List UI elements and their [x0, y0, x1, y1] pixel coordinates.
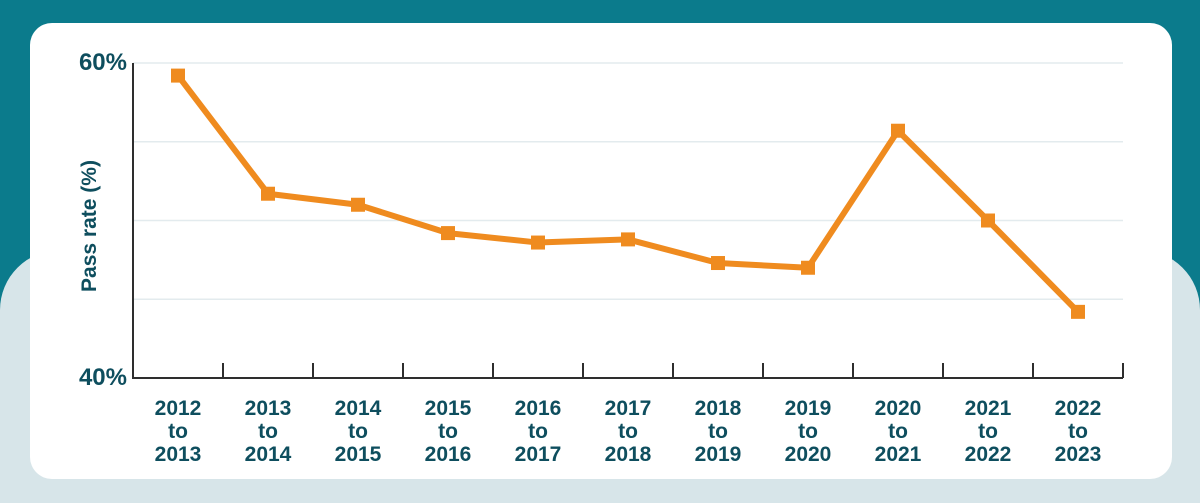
x-axis-label: 2013 to 2014: [244, 397, 292, 466]
x-axis-label: 2020 to 2021: [874, 397, 922, 466]
x-axis-label: 2022 to 2023: [1054, 397, 1102, 466]
x-axis-label: 2012 to 2013: [154, 397, 202, 466]
x-axis-labels: 2012 to 2013 2013 to 2014 2014 to 2015 2015 to 2016…: [30, 397, 1172, 472]
y-axis-title: Pass rate (%): [78, 160, 101, 292]
x-axis-label: 2017 to 2018: [604, 397, 652, 466]
x-axis-label: 2014 to 2015: [334, 397, 382, 466]
x-axis-label: 2018 to 2019: [694, 397, 742, 466]
chart-card: Pass rate (%) 60% 40% 2012 to 2013 2013 to 20…: [30, 23, 1172, 479]
x-axis-label: 2015 to 2016: [424, 397, 472, 466]
y-tick-label-bottom: 40%: [78, 364, 127, 391]
x-axis-label: 2016 to 2017: [514, 397, 562, 466]
y-tick-label-top: 60%: [78, 49, 127, 76]
x-axis-label: 2019 to 2020: [784, 397, 832, 466]
pass-rate-line-chart: [132, 62, 1124, 379]
x-axis-label: 2021 to 2022: [964, 397, 1012, 466]
